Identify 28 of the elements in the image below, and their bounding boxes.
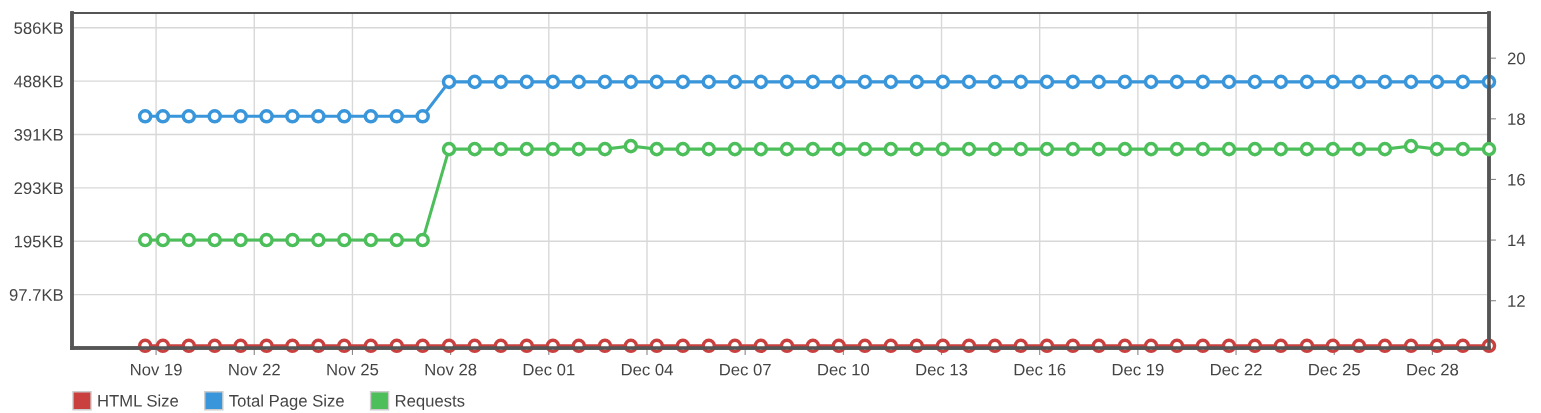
x-tick-label: Nov 19: [131, 363, 182, 376]
y-tick-label: 97.7KB: [9, 289, 63, 301]
legend-label: Total Page Size: [229, 394, 344, 411]
y2-tick-label: 16: [1508, 173, 1525, 186]
x-tick-label: Dec 04: [621, 363, 673, 376]
x-tick-label: Nov 22: [229, 363, 280, 376]
x-tick-label: Nov 28: [425, 363, 477, 376]
y-tick-label: 586KB: [14, 22, 63, 35]
legend-label: Requests: [395, 395, 465, 411]
x-tick-label: Dec 19: [1112, 363, 1164, 376]
y2-tick-label: 18: [1508, 113, 1525, 126]
y2-tick-label: 14: [1508, 234, 1526, 247]
y-tick-label: 195KB: [14, 235, 63, 248]
y2-tick-label: 20: [1507, 52, 1525, 65]
y-tick-label: 391KB: [14, 128, 63, 141]
x-tick-label: Dec 07: [720, 363, 771, 376]
x-tick-label: Dec 10: [818, 363, 870, 376]
x-tick-label: Dec 25: [1309, 363, 1360, 376]
legend-label: HTML Size: [98, 394, 179, 407]
x-tick-label: Dec 01: [523, 363, 575, 376]
x-tick-label: Dec 13: [916, 363, 968, 376]
y-tick-label: 488KB: [14, 75, 63, 88]
x-tick-label: Dec 16: [1014, 363, 1066, 376]
x-tick-label: Dec 22: [1211, 363, 1262, 376]
y-tick-label: 293KB: [14, 182, 63, 195]
x-tick-label: Dec 28: [1407, 363, 1459, 376]
y2-tick-label: 12: [1508, 295, 1525, 307]
x-tick-label: Nov 25: [327, 363, 379, 376]
